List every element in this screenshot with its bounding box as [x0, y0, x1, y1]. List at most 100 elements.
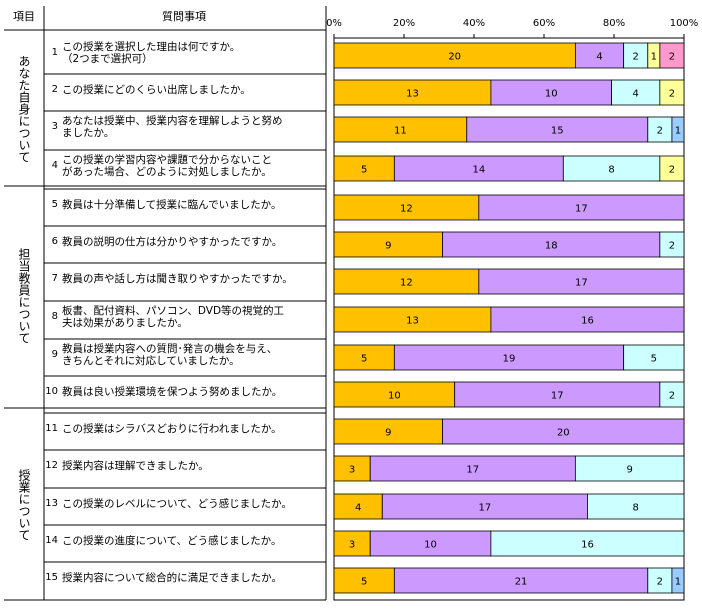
bar-segment	[333, 306, 492, 333]
bar-value-label: 20	[448, 52, 461, 63]
bar-segment	[659, 231, 685, 258]
category-class: 授業について	[17, 469, 31, 541]
bar-value-label: 2	[633, 52, 639, 63]
bar-value-label: 9	[385, 241, 391, 252]
question-text: この授業を選択した理由は何ですか。 （2つまで選択可）	[62, 40, 241, 65]
bar-segment	[333, 268, 480, 295]
x-tick-label: 40%	[463, 18, 485, 29]
question-number: 4	[51, 159, 58, 171]
x-tick-label: 0%	[326, 18, 342, 29]
bar-value-label: 12	[400, 278, 413, 289]
question-number: 11	[45, 422, 58, 434]
bar-segment	[442, 231, 661, 258]
category-self: あなた自身について	[17, 55, 31, 163]
bar-value-label: 3	[349, 540, 355, 551]
x-tick-label: 80%	[603, 18, 625, 29]
question-text: 教員の説明の仕方は分かりやすかったですか。	[62, 235, 283, 248]
question-number: 7	[51, 272, 58, 284]
bar-segment	[490, 530, 685, 557]
question-text: この授業の進度について、どう感じましたか。	[62, 534, 282, 547]
question-text: 教員は良い授業環境を保つよう努めましたか。	[62, 385, 283, 398]
header-category: 項目	[13, 10, 35, 23]
bar-value-label: 4	[596, 52, 602, 63]
bar-value-label: 1	[675, 126, 681, 137]
bar-segment	[393, 567, 649, 594]
bar-value-label: 2	[669, 391, 675, 402]
bar-value-label: 5	[361, 577, 367, 588]
bar-segment	[659, 381, 685, 408]
question-text: 教員は十分準備して授業に臨んでいましたか。	[62, 198, 282, 211]
question-number: 3	[51, 120, 58, 132]
question-text: 教員は授業内容への質問･発言の機会を与え、 きちんとそれに対応していましたか。	[62, 342, 278, 367]
bar-segment	[659, 42, 685, 69]
bar-segment	[671, 116, 685, 143]
bar-segment	[574, 42, 625, 69]
x-axis-ticks: 0% 20% 40% 60% 80% 100%	[326, 18, 699, 39]
bar-value-label: 10	[545, 89, 558, 100]
question-text: この授業はシラバスどおりに行われましたか。	[62, 422, 282, 435]
bar-value-label: 18	[545, 241, 558, 252]
bar-segment	[333, 116, 468, 143]
bar-segment	[442, 418, 685, 445]
bar-value-label: 5	[361, 165, 367, 176]
bar-segment	[333, 42, 576, 69]
bar-segment	[333, 493, 383, 520]
bar-segment	[369, 455, 576, 482]
question-text: 授業内容は理解できましたか。	[62, 459, 209, 472]
bar-value-label: 4	[633, 89, 639, 100]
bar-value-label: 2	[669, 52, 675, 63]
x-tick-label: 100%	[670, 18, 699, 29]
bar-value-label: 1	[651, 52, 657, 63]
bar-segment	[333, 155, 395, 182]
question-number: 2	[51, 83, 58, 95]
bar-segment	[562, 155, 661, 182]
bar-value-label: 11	[394, 126, 407, 137]
bar-value-label: 15	[551, 126, 564, 137]
bar-value-label: 14	[472, 165, 485, 176]
bar-segment	[647, 116, 673, 143]
bar-value-label: 2	[669, 241, 675, 252]
bar-value-label: 12	[400, 204, 413, 215]
bar-value-label: 1	[675, 577, 681, 588]
bar-value-label: 8	[633, 503, 639, 514]
bar-value-label: 17	[478, 503, 491, 514]
question-number: 5	[51, 198, 58, 210]
bar-segment	[333, 194, 480, 221]
bar-value-label: 13	[406, 89, 419, 100]
bar-value-label: 2	[657, 577, 663, 588]
bar-segment	[671, 567, 685, 594]
bar-value-label: 9	[627, 465, 633, 476]
bar-value-label: 5	[361, 354, 367, 365]
question-text: 授業内容について総合的に満足できましたか。	[62, 571, 282, 584]
x-tick-label: 20%	[393, 18, 415, 29]
bar-segment	[659, 155, 685, 182]
bar-segment	[490, 79, 612, 106]
question-text: この授業にどのくらい出席しましたか。	[62, 83, 251, 96]
bar-value-label: 17	[466, 465, 479, 476]
bar-value-label: 20	[557, 428, 570, 439]
question-text: あなたは授業中、授業内容を理解しようと努め ましたか。	[62, 114, 283, 139]
bar-value-label: 8	[608, 165, 614, 176]
bar-value-label: 21	[515, 577, 528, 588]
bar-segment	[659, 79, 685, 106]
bar-segment	[623, 42, 649, 69]
bar-segment	[333, 567, 395, 594]
question-number: 14	[45, 534, 58, 546]
question-number: 1	[51, 46, 58, 58]
question-number: 13	[45, 497, 58, 509]
category-teacher: 担当教員について	[17, 248, 31, 344]
question-number: 12	[45, 459, 58, 471]
bar-segment	[478, 194, 685, 221]
question-text: 教員の声や話し方は聞き取りやすかったですか。	[62, 272, 293, 285]
question-number: 10	[45, 385, 58, 397]
bar-value-label: 2	[657, 126, 663, 137]
bar-value-label: 19	[503, 354, 516, 365]
bar-value-label: 4	[355, 503, 361, 514]
bar-segment	[333, 530, 371, 557]
bar-segment	[574, 455, 685, 482]
x-tick-label: 60%	[533, 18, 555, 29]
bar-value-label: 2	[669, 89, 675, 100]
bar-value-label: 10	[424, 540, 437, 551]
